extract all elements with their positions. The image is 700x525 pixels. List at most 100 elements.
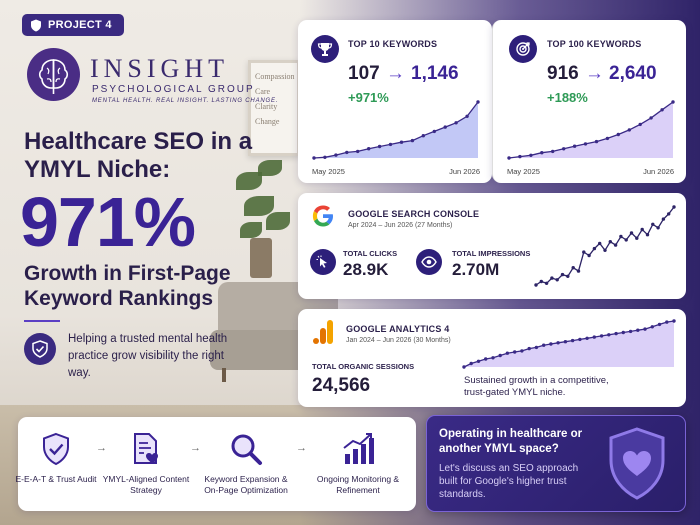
chart-point bbox=[576, 269, 581, 273]
divider bbox=[24, 320, 60, 322]
eye-icon bbox=[416, 249, 442, 275]
cta-panel[interactable]: Operating in healthcare or another YMYL … bbox=[426, 415, 686, 512]
chart-point bbox=[613, 243, 618, 247]
chart-point bbox=[443, 125, 447, 129]
chart-point bbox=[367, 147, 371, 151]
shield-check-icon bbox=[36, 429, 76, 469]
shield-icon bbox=[31, 19, 41, 31]
top10-from: 107 bbox=[348, 63, 380, 84]
ga4-sessions-value: 24,566 bbox=[312, 375, 371, 396]
top10-card: TOP 10 KEYWORDS 107 → 1,146 +971% May 20… bbox=[298, 20, 492, 183]
chart-area bbox=[314, 102, 478, 158]
chart-point bbox=[599, 334, 604, 338]
chart-point bbox=[491, 356, 495, 360]
gsc-card: GOOGLE SEARCH CONSOLE Apr 2024 – Jun 202… bbox=[298, 193, 686, 299]
top10-x-start: May 2025 bbox=[312, 167, 345, 176]
chart-point bbox=[624, 238, 628, 242]
chart-point bbox=[465, 114, 469, 118]
top10-x-end: Jun 2026 bbox=[449, 167, 480, 176]
chart-point bbox=[627, 128, 631, 132]
chart-point bbox=[651, 222, 655, 226]
headline-subtitle: Growth in First-Page Keyword Rankings bbox=[24, 262, 231, 310]
chart-point bbox=[534, 345, 539, 350]
arrow-icon: → bbox=[585, 63, 604, 84]
top100-x-end: Jun 2026 bbox=[643, 167, 674, 176]
trophy-icon bbox=[311, 35, 339, 63]
chart-point bbox=[334, 153, 338, 157]
top100-card: TOP 100 KEYWORDS 916 → 2,640 +188% May 2… bbox=[492, 20, 686, 183]
gsc-title: GOOGLE SEARCH CONSOLE bbox=[348, 209, 480, 219]
chart-point bbox=[469, 361, 473, 366]
chart-point bbox=[454, 121, 458, 125]
gsc-clicks-value: 28.9K bbox=[343, 260, 389, 279]
chart-point bbox=[614, 331, 618, 336]
chart-point bbox=[605, 136, 610, 141]
plant-leaf bbox=[240, 222, 262, 238]
chart-point bbox=[544, 281, 549, 285]
chart-point bbox=[312, 156, 316, 160]
chart-point bbox=[607, 333, 611, 337]
logo-subtitle: PSYCHOLOGICAL GROUP bbox=[92, 84, 255, 95]
chart-point bbox=[356, 149, 360, 154]
chart-point bbox=[628, 329, 633, 334]
chart-point bbox=[399, 140, 404, 144]
gsc-impressions-value: 2.70M bbox=[452, 260, 500, 279]
step-arrow-icon: → bbox=[296, 442, 307, 454]
cta-body: Let's discuss an SEO approach built for … bbox=[439, 463, 579, 500]
chart-point bbox=[598, 241, 602, 246]
frame-word: Care bbox=[255, 87, 271, 96]
step-arrow-icon: → bbox=[96, 442, 107, 454]
target-icon bbox=[509, 35, 537, 63]
top10-title: TOP 10 KEYWORDS bbox=[348, 39, 438, 49]
chart-point bbox=[345, 150, 349, 155]
wall-art-frame: Compassion Care Clarity Change bbox=[248, 60, 300, 156]
chart-point bbox=[638, 122, 642, 127]
chart-point bbox=[608, 240, 612, 244]
chart-series-line bbox=[508, 101, 674, 159]
process-steps-card: E-E-A-T & Trust Audit → YMYL-Aligned Con… bbox=[15, 417, 416, 511]
chart-point bbox=[640, 227, 644, 232]
chart-point bbox=[650, 325, 654, 329]
step-label: YMYL-Aligned Content Strategy bbox=[102, 474, 190, 495]
plant-pot bbox=[250, 238, 272, 278]
ga4-title: GOOGLE ANALYTICS 4 bbox=[346, 324, 450, 334]
google-g-icon bbox=[310, 203, 336, 229]
ga4-chart bbox=[462, 319, 676, 369]
chart-point bbox=[513, 350, 517, 354]
shield-check-icon bbox=[24, 333, 56, 365]
chart-series-line bbox=[535, 206, 675, 286]
top10-to: 1,146 bbox=[411, 63, 459, 84]
plant-leaf bbox=[244, 196, 274, 216]
chart-point bbox=[671, 100, 675, 104]
chart-point bbox=[594, 139, 599, 144]
chart-point bbox=[657, 322, 662, 327]
project-badge: PROJECT 4 bbox=[22, 14, 124, 36]
chart-point bbox=[476, 359, 481, 363]
document-heart-icon bbox=[126, 429, 166, 469]
logo-name: INSIGHT bbox=[90, 54, 229, 83]
chart-area bbox=[464, 321, 674, 367]
brain-logo-icon bbox=[27, 48, 80, 101]
chart-point bbox=[583, 142, 588, 146]
headline-title: Healthcare SEO in a YMYL Niche: bbox=[24, 128, 253, 183]
chart-point bbox=[585, 336, 589, 340]
chart-point bbox=[323, 155, 327, 159]
gsc-impressions-label: TOTAL IMPRESSIONS bbox=[452, 249, 531, 258]
gsc-period: Apr 2024 – Jun 2026 (27 Months) bbox=[348, 222, 453, 229]
step-label: Keyword Expansion & On-Page Optimization bbox=[204, 474, 288, 495]
chart-point bbox=[603, 248, 607, 252]
chart-point bbox=[578, 337, 582, 342]
chart-point bbox=[592, 246, 597, 251]
chart-point bbox=[649, 116, 653, 120]
plant-leaf bbox=[266, 212, 290, 230]
chart-point bbox=[551, 149, 555, 154]
chart-point bbox=[582, 250, 586, 254]
chart-point bbox=[527, 346, 531, 351]
chart-point bbox=[587, 253, 591, 258]
chart-point bbox=[540, 151, 544, 155]
chart-point bbox=[635, 236, 639, 240]
cursor-click-icon bbox=[310, 249, 336, 275]
chart-point bbox=[421, 134, 425, 138]
magnifier-icon bbox=[226, 429, 266, 469]
chart-point bbox=[572, 144, 577, 148]
